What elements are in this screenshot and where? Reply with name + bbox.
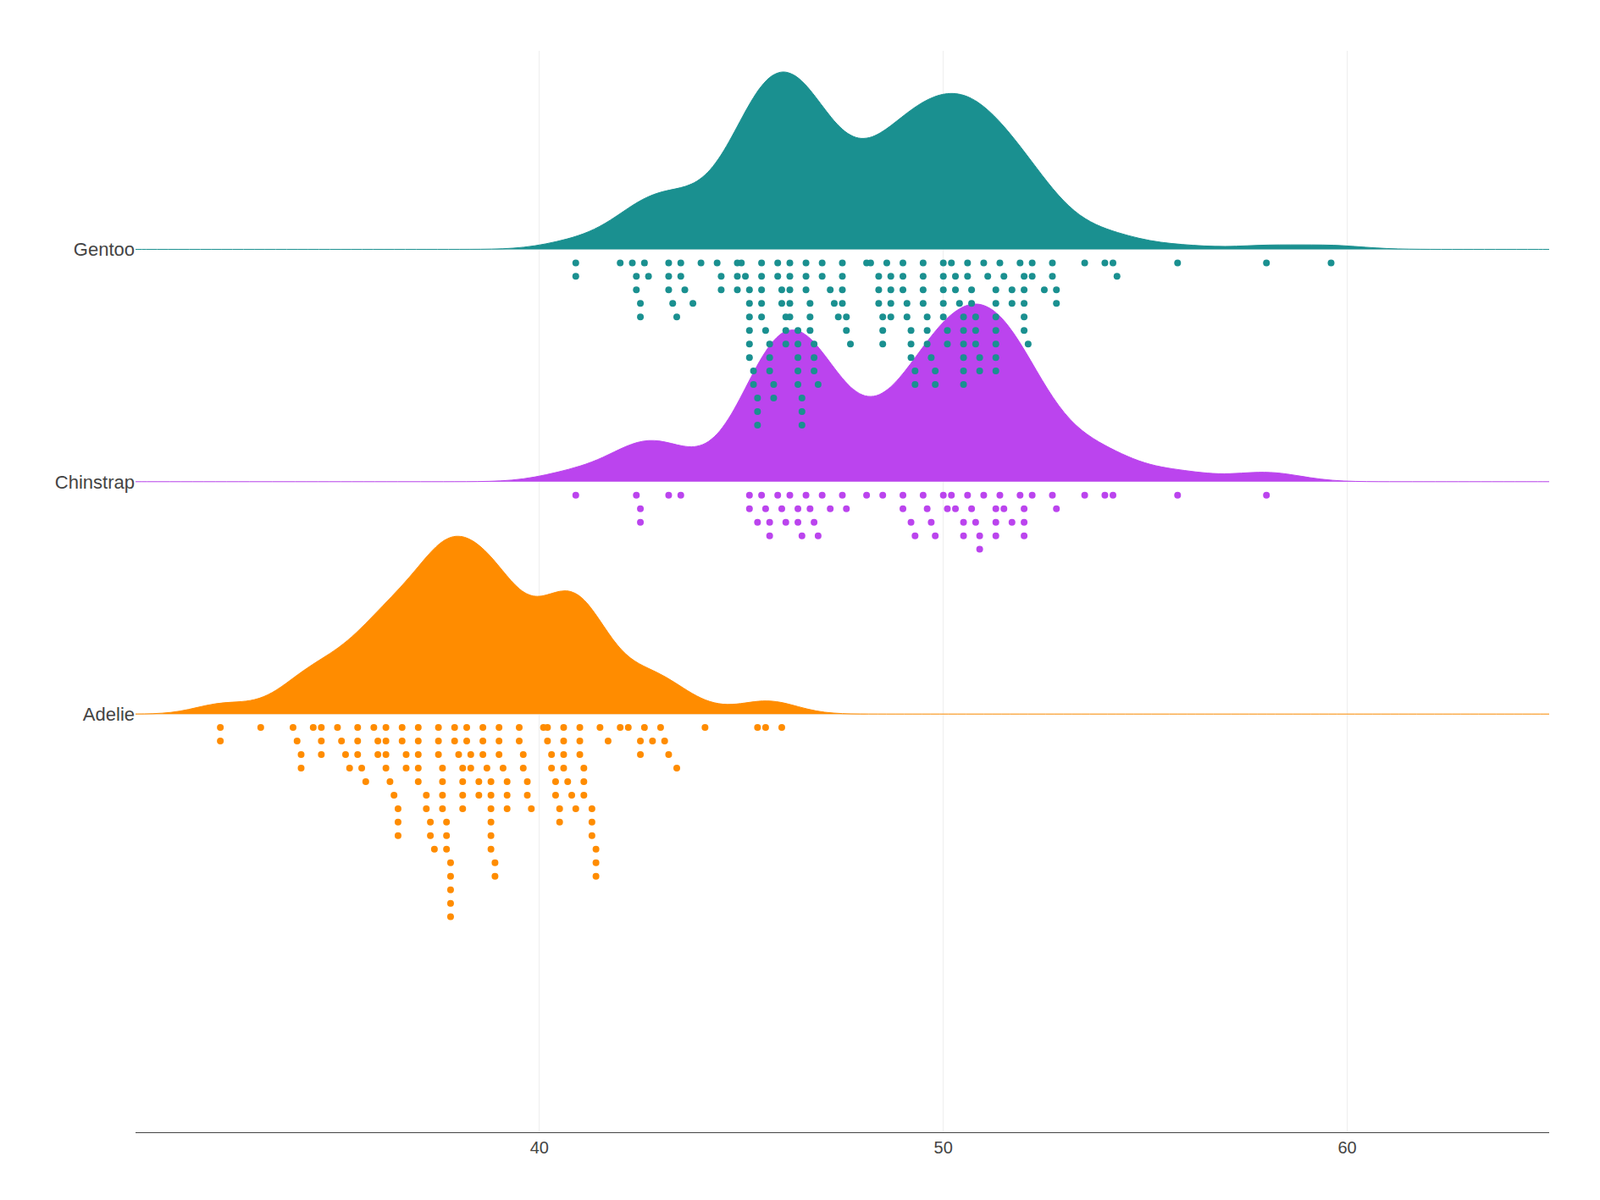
svg-text:Adelie: Adelie: [83, 703, 135, 726]
svg-text:40: 40: [530, 1138, 549, 1158]
svg-text:60: 60: [1337, 1138, 1357, 1158]
svg-text:50: 50: [934, 1138, 953, 1158]
svg-text:Chinstrap: Chinstrap: [55, 471, 135, 493]
svg-text:Gentoo: Gentoo: [73, 238, 135, 261]
